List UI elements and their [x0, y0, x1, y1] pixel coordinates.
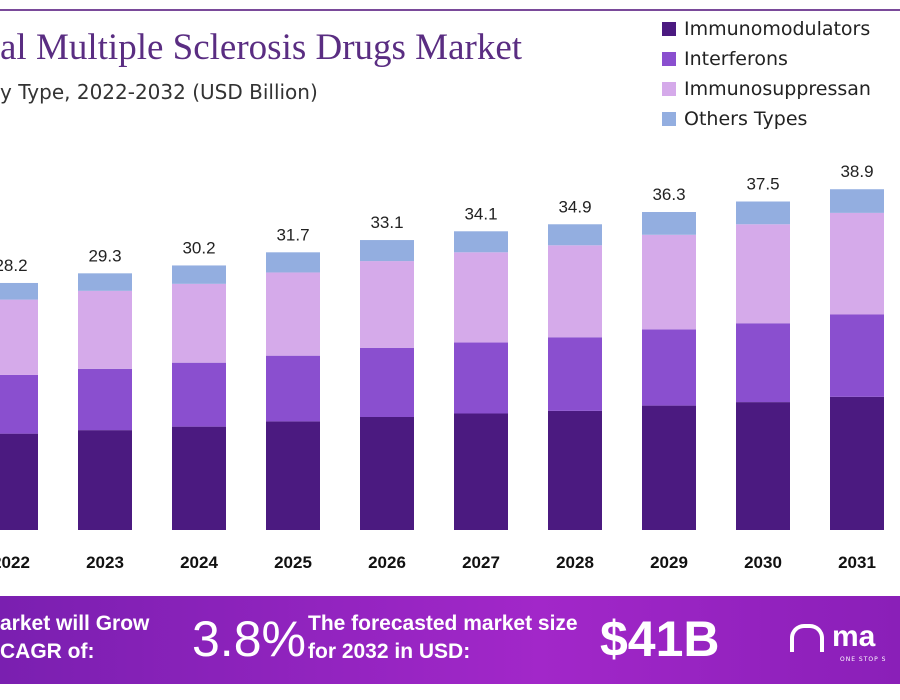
bar-segment-others-types-2030 — [736, 201, 790, 225]
x-tick-2031: 2031 — [838, 553, 876, 572]
legend-swatch — [662, 82, 676, 96]
bar-segment-interferons-2026 — [360, 347, 414, 417]
bar-segment-immunosuppressan-2024 — [172, 283, 226, 363]
footer-banner: arket will Grow CAGR of: 3.8% The foreca… — [0, 596, 900, 684]
x-tick-2027: 2027 — [462, 553, 500, 572]
bar-segment-immunomodulators-2030 — [736, 402, 790, 530]
bar-segment-immunosuppressan-2022 — [0, 299, 38, 375]
x-tick-2023: 2023 — [86, 553, 124, 572]
bar-segment-others-types-2022 — [0, 282, 38, 300]
total-label-2029: 36.3 — [652, 185, 685, 204]
logo-tagline: ONE STOP S — [840, 656, 887, 663]
bar-segment-immunomodulators-2024 — [172, 426, 226, 530]
total-label-2026: 33.1 — [370, 213, 403, 232]
legend: Immunomodulators Interferons Immunosuppres… — [662, 14, 871, 134]
bar-segment-others-types-2026 — [360, 240, 414, 262]
logo-text: ma — [832, 620, 876, 653]
bar-segment-interferons-2027 — [454, 342, 508, 414]
legend-item: Interferons — [662, 44, 871, 74]
legend-swatch — [662, 112, 676, 126]
bar-segment-immunomodulators-2022 — [0, 433, 38, 530]
x-tick-2024: 2024 — [180, 553, 218, 572]
legend-swatch — [662, 52, 676, 66]
bar-segment-others-types-2031 — [830, 189, 884, 213]
x-tick-2022: 2022 — [0, 553, 30, 572]
bar-segment-immunosuppressan-2029 — [642, 234, 696, 330]
bar-segment-immunosuppressan-2031 — [830, 212, 884, 315]
bar-segment-interferons-2024 — [172, 362, 226, 427]
bar-segment-immunomodulators-2029 — [642, 405, 696, 530]
bar-segment-others-types-2028 — [548, 224, 602, 246]
bar-segment-interferons-2028 — [548, 337, 602, 411]
bar-segment-interferons-2031 — [830, 314, 884, 397]
bar-segment-others-types-2025 — [266, 252, 320, 273]
cagr-label: arket will Grow CAGR of: — [0, 612, 150, 663]
total-label-2028: 34.9 — [558, 197, 591, 216]
forecast-label: The forecasted market size for 2032 in U… — [308, 612, 578, 663]
chart-subtitle: y Type, 2022-2032 (USD Billion) — [0, 80, 318, 104]
top-divider — [0, 9, 900, 11]
bar-segment-immunomodulators-2025 — [266, 421, 320, 530]
legend-item: Others Types — [662, 104, 871, 134]
bar-segment-immunosuppressan-2028 — [548, 245, 602, 338]
x-tick-2026: 2026 — [368, 553, 406, 572]
legend-label: Immunomodulators — [684, 18, 871, 40]
logo-icon — [790, 624, 824, 653]
legend-label: Others Types — [684, 108, 808, 130]
legend-swatch — [662, 22, 676, 36]
total-label-2024: 30.2 — [182, 238, 215, 257]
bar-segment-immunomodulators-2028 — [548, 410, 602, 530]
x-tick-2028: 2028 — [556, 553, 594, 572]
bar-segment-immunosuppressan-2023 — [78, 290, 132, 369]
legend-label: Interferons — [684, 48, 788, 70]
legend-label: Immunosuppressan — [684, 78, 871, 100]
x-tick-2025: 2025 — [274, 553, 312, 572]
bar-segment-immunomodulators-2031 — [830, 396, 884, 530]
bar-segment-interferons-2029 — [642, 329, 696, 406]
bar-segment-others-types-2029 — [642, 212, 696, 235]
total-label-2022: 28.2 — [0, 256, 28, 275]
bar-segment-immunosuppressan-2030 — [736, 224, 790, 324]
total-label-2031: 38.9 — [840, 162, 873, 181]
bar-segment-others-types-2024 — [172, 265, 226, 284]
total-label-2030: 37.5 — [746, 175, 779, 194]
bar-segment-interferons-2030 — [736, 323, 790, 403]
logo: ma — [790, 620, 875, 654]
stacked-bar-chart: 28.2 2022 29.3 2023 30.2 2024 31.7 2025 33.1 2026… — [0, 162, 884, 572]
cagr-value: 3.8% — [192, 611, 306, 667]
legend-item: Immunosuppressan — [662, 74, 871, 104]
legend-item: Immunomodulators — [662, 14, 871, 44]
total-label-2025: 31.7 — [276, 225, 309, 244]
forecast-value: $41B — [600, 611, 720, 667]
bar-segment-immunosuppressan-2027 — [454, 252, 508, 343]
x-tick-2030: 2030 — [744, 553, 782, 572]
total-label-2027: 34.1 — [464, 204, 497, 223]
bar-segment-interferons-2025 — [266, 355, 320, 422]
bar-segment-others-types-2023 — [78, 273, 132, 291]
bar-segment-immunomodulators-2026 — [360, 416, 414, 530]
bar-segment-immunomodulators-2027 — [454, 413, 508, 530]
bar-segment-others-types-2027 — [454, 231, 508, 253]
chart-title: al Multiple Sclerosis Drugs Market — [0, 27, 523, 68]
x-tick-2029: 2029 — [650, 553, 688, 572]
bar-segment-interferons-2023 — [78, 368, 132, 431]
bar-segment-interferons-2022 — [0, 374, 38, 434]
bar-segment-immunomodulators-2023 — [78, 430, 132, 530]
total-label-2023: 29.3 — [88, 246, 121, 265]
bar-segment-immunosuppressan-2026 — [360, 261, 414, 348]
bar-segment-immunosuppressan-2025 — [266, 272, 320, 356]
